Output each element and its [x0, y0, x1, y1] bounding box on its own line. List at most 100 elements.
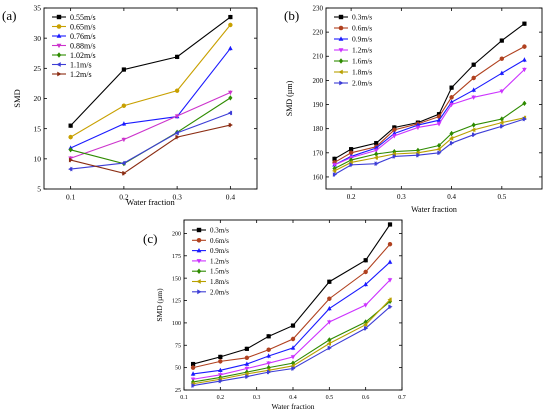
x-tick-label: 0.5 — [497, 193, 506, 201]
data-point — [387, 259, 393, 264]
data-point — [436, 142, 442, 149]
series-line — [70, 16, 231, 127]
data-point — [244, 366, 250, 372]
series-line — [192, 299, 391, 385]
data-point — [190, 371, 196, 376]
legend-label: 1.2m/s — [352, 46, 372, 55]
data-point — [436, 117, 442, 122]
data-point — [388, 304, 393, 310]
data-point — [387, 278, 393, 283]
y-tick-label: 100 — [172, 321, 181, 327]
data-point — [471, 122, 476, 128]
x-tick-label: 0.4 — [447, 193, 456, 201]
data-point — [290, 323, 296, 328]
data-point — [228, 90, 233, 95]
legend-label: 1.02m/s — [70, 51, 96, 60]
data-point — [332, 172, 338, 177]
data-point — [244, 355, 250, 360]
y-tick-label: 180 — [313, 125, 324, 133]
x-tick-label: 0.3 — [253, 395, 261, 401]
data-point — [218, 359, 223, 364]
data-point — [415, 125, 421, 130]
legend-marker — [339, 80, 344, 86]
series-1-2m-s — [190, 277, 393, 382]
data-point — [522, 21, 527, 26]
series-line — [334, 102, 525, 169]
y-axis-label: SMD (µm) — [285, 80, 294, 116]
data-point — [499, 38, 504, 43]
series-line — [334, 46, 525, 163]
data-point — [522, 67, 527, 73]
data-point — [332, 163, 337, 168]
legend-marker — [196, 259, 202, 264]
data-point — [68, 166, 73, 172]
data-point — [373, 145, 379, 150]
x-tick-label: 0.1 — [180, 395, 188, 401]
x-tick-label: 0.2 — [119, 193, 129, 202]
y-tick-label: 230 — [313, 4, 324, 12]
series-1-8m-s — [332, 115, 527, 174]
data-point — [499, 89, 505, 94]
legend-marker — [56, 24, 62, 29]
y-tick-label: 15 — [34, 124, 42, 133]
data-point — [332, 168, 337, 174]
legend-label: 1.8m/s — [352, 68, 372, 77]
data-point — [449, 140, 455, 146]
legend-marker — [196, 268, 202, 274]
legend-label: 2.0m/s — [352, 79, 372, 88]
data-point — [374, 141, 379, 146]
y-tick-label: 150 — [172, 276, 181, 282]
data-point — [227, 110, 233, 116]
legend-label: 0.3m/s — [352, 13, 372, 22]
data-point — [387, 222, 393, 227]
legend-marker — [338, 69, 343, 75]
data-point — [449, 102, 454, 108]
data-point — [228, 22, 233, 28]
x-tick-label: 0.4 — [289, 395, 297, 401]
data-point — [363, 258, 368, 263]
series-1-2m-s — [68, 122, 233, 176]
data-point — [332, 156, 337, 161]
y-tick-label: 190 — [313, 101, 324, 109]
series-line — [334, 59, 525, 166]
legend-label: 0.55m/s — [70, 13, 96, 22]
series-1-2m-s — [332, 67, 527, 168]
series-1-1m-s — [68, 110, 233, 172]
data-point — [391, 151, 396, 157]
data-point — [392, 125, 397, 130]
x-tick-label: 0.6 — [362, 395, 370, 401]
legend-label: 0.6m/s — [352, 24, 372, 33]
data-point — [228, 122, 233, 128]
data-point — [175, 134, 180, 140]
y-tick-label: 210 — [313, 53, 324, 61]
data-point — [416, 152, 421, 158]
series-line — [334, 23, 525, 160]
data-point — [387, 241, 393, 247]
x-tick-label: 0.3 — [397, 193, 406, 201]
chart-panel-2: (b) 0.2 0.3 0.4 0.5 160 170 180 190 200 210 220 230 W… — [284, 4, 543, 214]
data-point — [373, 148, 379, 153]
data-point — [449, 136, 454, 141]
legend-label: 1.5m/s — [210, 268, 229, 276]
series-line — [70, 124, 231, 174]
data-point — [373, 155, 378, 160]
data-point — [436, 122, 442, 127]
data-point — [500, 123, 505, 129]
panel-label: (a) — [2, 8, 16, 23]
data-point — [499, 120, 504, 125]
legend-marker — [338, 36, 344, 41]
legend-marker — [197, 289, 202, 295]
y-tick-label: 20 — [34, 94, 42, 103]
data-point — [228, 45, 233, 51]
data-point — [522, 116, 527, 122]
series-0-65m-s — [68, 22, 233, 140]
series-0-6m-s — [332, 44, 527, 165]
data-point — [290, 336, 296, 342]
data-point — [68, 147, 73, 153]
data-point — [499, 56, 505, 61]
y-axis-label: SMD (µm) — [155, 288, 164, 322]
data-point — [68, 134, 73, 140]
data-point — [244, 346, 249, 351]
data-point — [392, 154, 397, 159]
x-axis-label: Water fraction — [411, 205, 457, 214]
